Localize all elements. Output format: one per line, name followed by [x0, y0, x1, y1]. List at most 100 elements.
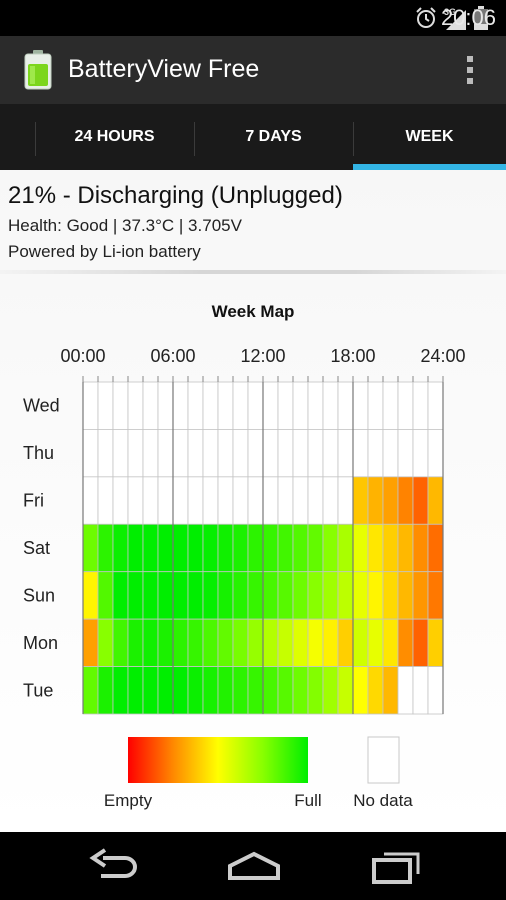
app-title: BatteryView Free [68, 55, 260, 83]
heatmap-cell [412, 429, 429, 478]
heatmap-cell [172, 666, 189, 715]
network-label: 3G [444, 7, 456, 17]
heatmap-cell [202, 429, 219, 478]
row-label: Sun [23, 585, 55, 605]
home-icon[interactable] [224, 842, 284, 890]
legend-no-data-box [367, 736, 400, 784]
heatmap-cell [187, 429, 204, 478]
heatmap-cell [172, 523, 189, 573]
heatmap-cell [427, 666, 444, 715]
heatmap-cell [292, 476, 309, 525]
heatmap-cell [112, 476, 129, 525]
row-label: Mon [23, 633, 58, 653]
heatmap-cell [292, 381, 309, 430]
heatmap-cell [247, 476, 264, 525]
heatmap-cell [97, 618, 114, 667]
heatmap-cell [202, 523, 219, 573]
heatmap-cell [307, 666, 324, 715]
heatmap-cell [142, 429, 159, 478]
heatmap-cell [367, 476, 384, 525]
heatmap-cell [292, 429, 309, 478]
content-area: 21% - Discharging (Unplugged) Health: Go… [0, 170, 506, 832]
status-bar: 3G 20:06 [0, 0, 506, 36]
battery-app-icon[interactable] [24, 50, 52, 90]
heatmap-cell [127, 523, 144, 573]
heatmap-cell [367, 666, 384, 715]
heatmap-cell [307, 571, 324, 620]
x-tick-label: 12:00 [240, 346, 285, 366]
heatmap-cell [202, 381, 219, 430]
heatmap-cell [427, 571, 444, 620]
battery-icon [474, 6, 488, 30]
legend-gradient-bar [128, 737, 308, 783]
heatmap-cell [187, 476, 204, 525]
heatmap-cell [157, 666, 174, 715]
heatmap-cell [337, 476, 354, 525]
heatmap-cell [337, 666, 354, 715]
tab-divider [194, 122, 195, 156]
battery-status: 21% - Discharging (Unplugged) [8, 182, 343, 209]
heatmap-cell [352, 523, 369, 573]
heatmap-cell [367, 523, 384, 573]
heatmap-cell [142, 618, 159, 667]
heatmap-cell [247, 618, 264, 667]
heatmap-cell [82, 429, 99, 478]
heatmap-cell [247, 523, 264, 573]
heatmap-cell [277, 523, 294, 573]
heatmap-cell [217, 571, 234, 620]
tab-divider [35, 122, 36, 156]
heatmap-cell [382, 523, 399, 573]
heatmap-cell [337, 381, 354, 430]
heatmap-cell [112, 666, 129, 715]
heatmap-cell [127, 476, 144, 525]
heatmap-cell [127, 618, 144, 667]
heatmap-cell [277, 571, 294, 620]
heatmap-cell [322, 666, 339, 715]
heatmap-cell [82, 523, 99, 573]
heatmap-cell [232, 381, 249, 430]
tab-week[interactable]: WEEK [405, 128, 454, 145]
heatmap-cell [247, 666, 264, 715]
heatmap-cell [262, 476, 279, 525]
tab-7-days[interactable]: 7 DAYS [245, 128, 302, 145]
heatmap-cell [217, 429, 234, 478]
heatmap-cell [262, 666, 279, 715]
heatmap-cell [367, 429, 384, 478]
heatmap-cell [232, 618, 249, 667]
recent-apps-icon[interactable] [366, 842, 426, 890]
overflow-menu-icon[interactable] [458, 54, 482, 86]
heatmap-cell [397, 571, 414, 620]
heatmap-cell [382, 476, 399, 525]
heatmap-cell [382, 429, 399, 478]
x-tick-label: 18:00 [330, 346, 375, 366]
heatmap-cell [352, 618, 369, 667]
heatmap-cell [412, 476, 429, 525]
heatmap-cell [232, 666, 249, 715]
heatmap-cell [292, 666, 309, 715]
heatmap-cell [202, 618, 219, 667]
back-icon[interactable] [83, 842, 143, 890]
heatmap-cell [112, 618, 129, 667]
heatmap-cell [82, 476, 99, 525]
heatmap-cell [112, 381, 129, 430]
row-label: Fri [23, 491, 44, 511]
heatmap-cell [97, 381, 114, 430]
tab-divider [353, 122, 354, 156]
heatmap-cell [187, 381, 204, 430]
heatmap-cell [352, 666, 369, 715]
heatmap-cell [142, 476, 159, 525]
heatmap-cell [97, 571, 114, 620]
heatmap-cell [157, 429, 174, 478]
tab-24-hours[interactable]: 24 HOURS [74, 128, 155, 145]
heatmap-cell [352, 381, 369, 430]
heatmap-cell [412, 618, 429, 667]
heatmap-cell [112, 571, 129, 620]
heatmap-cell [157, 523, 174, 573]
heatmap-cell [232, 571, 249, 620]
heatmap-cell [127, 666, 144, 715]
heatmap-cell [367, 381, 384, 430]
heatmap-cell [187, 666, 204, 715]
heatmap-cell [292, 523, 309, 573]
heatmap-cell [172, 476, 189, 525]
heatmap-cell [292, 618, 309, 667]
